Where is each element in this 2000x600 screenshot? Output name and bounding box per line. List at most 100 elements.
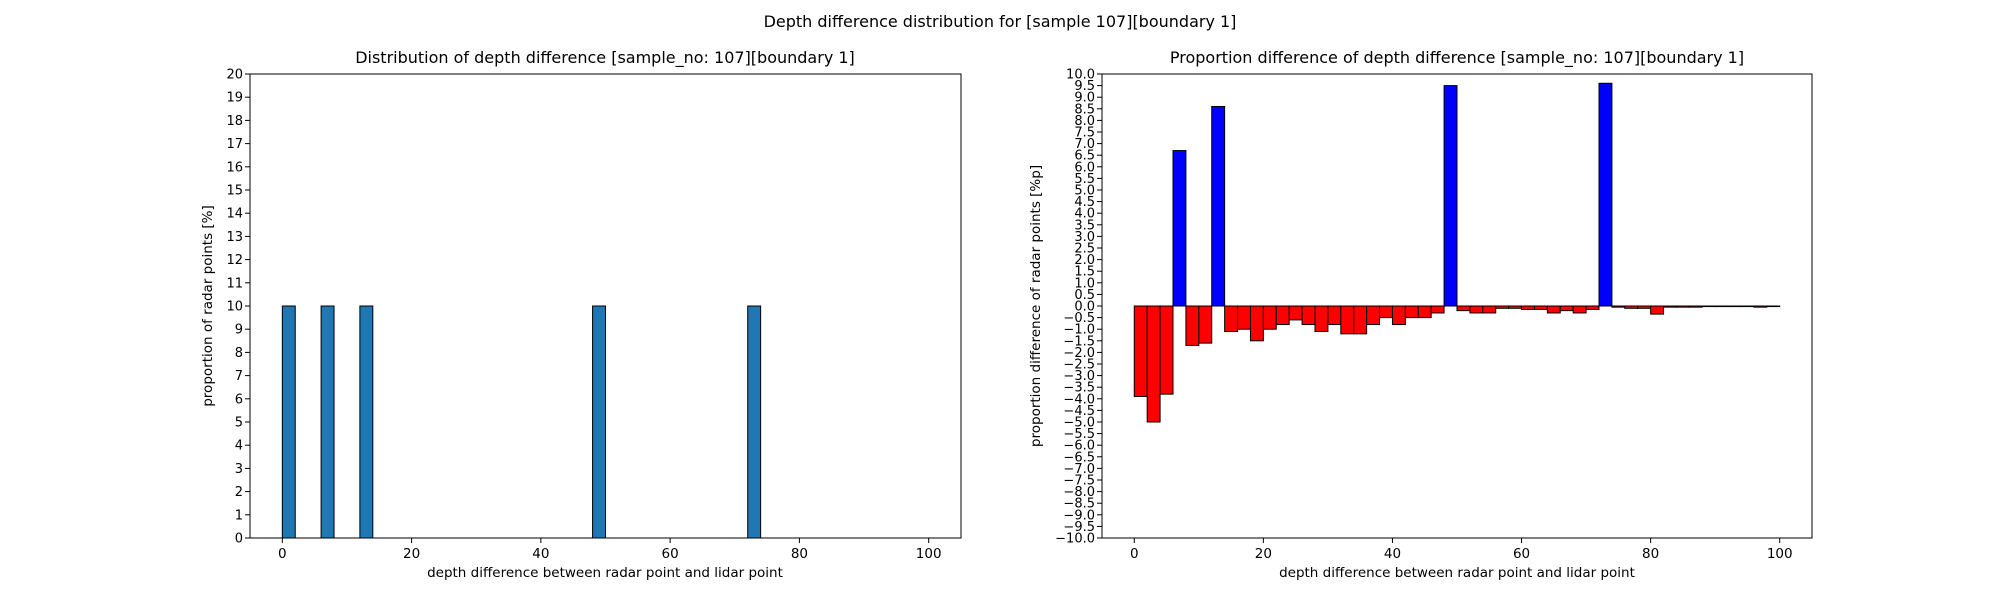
right-chart-ytick-label: −3.0 (1063, 369, 1095, 384)
right-chart-ytick-label: 2.5 (1074, 242, 1095, 257)
left-chart-ytick-label: 7 (235, 369, 243, 384)
right-chart-bar (1288, 305, 1303, 321)
left-chart-ytick-label: 1 (235, 508, 243, 523)
right-chart-ytick-label: 9.0 (1074, 91, 1095, 106)
right-chart-ytick-label: −8.0 (1063, 485, 1095, 500)
right-chart-ytick-label: 7.0 (1074, 137, 1095, 152)
left-plot-area: 0 20 40 60 80 1000123456789101112131415161718… (226, 68, 962, 562)
left-chart-bar (320, 305, 335, 539)
right-chart-ytick-label: −10.0 (1055, 532, 1095, 547)
right-chart-ytick-label: −9.5 (1063, 520, 1095, 535)
right-chart-xtick-label: 80 (1642, 546, 1659, 562)
left-chart-xtick-label: 60 (662, 546, 679, 562)
right-chart-bar (1572, 305, 1587, 314)
right-chart-bar (1379, 305, 1393, 319)
right-chart-bar (1585, 305, 1600, 310)
left-chart-ytick-label: 6 (235, 392, 243, 407)
right-chart-ytick-label: −4.5 (1063, 404, 1095, 419)
right-chart-bar (1546, 305, 1561, 314)
right-chart-bar (1766, 305, 1781, 308)
right-chart-bar (1508, 305, 1523, 309)
left-chart-ytick-label: 14 (226, 207, 243, 222)
right-chart-bar (1688, 305, 1703, 308)
right-chart-bar (1224, 305, 1239, 333)
right-chart-xlabel: depth difference between radar point and… (1279, 565, 1635, 581)
right-chart-xtick-label: 100 (1767, 546, 1793, 562)
right-chart-ytick-label: −7.5 (1063, 474, 1095, 489)
right-chart-ytick-label: −3.5 (1063, 381, 1095, 396)
right-chart-bar (1353, 305, 1368, 335)
right-chart-ytick-label: 4.5 (1074, 195, 1095, 210)
right-chart-bar (1301, 305, 1316, 326)
right-chart-ytick-label: 3.0 (1074, 230, 1095, 245)
left-chart-ylabel: proportion of radar points [%] (200, 205, 216, 407)
right-chart-ytick-label: 2.0 (1074, 253, 1095, 268)
right-chart-bar (1262, 305, 1277, 330)
right-chart-ytick-label: 6.5 (1074, 149, 1095, 164)
right-chart-ytick-label: −7.0 (1063, 462, 1095, 477)
right-chart-bar (1650, 305, 1665, 315)
right-chart-ytick-label: −2.5 (1063, 358, 1095, 373)
right-chart-bar (1249, 305, 1264, 342)
left-chart-ytick-label: 8 (235, 346, 243, 361)
right-chart-bar (1185, 305, 1200, 346)
right-chart-ylabel: proportion difference of radar points [%… (1028, 165, 1044, 447)
right-chart-bar (1327, 305, 1342, 326)
right-chart-ytick-label: −4.0 (1063, 392, 1095, 407)
right-chart-ytick-label: −5.5 (1063, 427, 1095, 442)
right-chart: Proportion difference of depth differenc… (1028, 48, 1813, 581)
right-chart-title: Proportion difference of depth differenc… (1170, 48, 1744, 68)
right-chart-ytick-label: 8.5 (1074, 102, 1095, 117)
left-chart-ytick-label: 20 (226, 68, 243, 83)
right-chart-ytick-label: 3.5 (1074, 218, 1095, 233)
right-chart-bar (1637, 305, 1652, 309)
left-chart-ytick-label: 10 (226, 300, 243, 315)
left-chart-xtick-label: 40 (532, 546, 549, 562)
right-chart-bar (1391, 305, 1406, 326)
right-chart-ytick-label: −0.5 (1063, 311, 1095, 326)
right-chart-ytick-label: −6.5 (1063, 450, 1095, 465)
right-chart-xtick-label: 0 (1130, 546, 1139, 562)
right-chart-bar (1133, 305, 1148, 397)
right-chart-bar (1159, 305, 1174, 395)
right-chart-bar (1521, 305, 1535, 310)
right-chart-ytick-label: 8.0 (1074, 114, 1095, 129)
left-chart-ytick-label: 15 (226, 184, 243, 199)
right-chart-bar (1533, 305, 1548, 310)
right-chart-bar (1663, 305, 1677, 308)
left-chart-title: Distribution of depth difference [sample… (355, 48, 855, 68)
right-chart-xtick-label: 20 (1255, 546, 1272, 562)
right-chart-bar (1624, 305, 1639, 309)
left-chart-xtick-label: 80 (791, 546, 808, 562)
right-chart-bar (1404, 305, 1419, 319)
right-chart-bar (1714, 305, 1729, 308)
right-chart-bar (1495, 305, 1510, 309)
right-chart-bar (1211, 105, 1226, 307)
right-chart-ytick-label: 5.0 (1074, 184, 1095, 199)
left-chart-ytick-label: 19 (226, 91, 243, 106)
right-chart-bar (1727, 305, 1742, 308)
right-chart-bar (1198, 305, 1213, 344)
left-chart-xlabel: depth difference between radar point and… (427, 565, 783, 581)
right-chart-bar (1740, 305, 1755, 308)
right-chart-bar (1366, 305, 1381, 326)
left-chart-ytick-label: 13 (226, 230, 243, 245)
left-chart-xtick-label: 0 (278, 546, 287, 562)
right-chart-bar (1443, 85, 1458, 307)
left-chart-ytick-label: 9 (235, 323, 243, 338)
right-chart-bar (1559, 305, 1574, 312)
right-chart-bar (1675, 305, 1690, 308)
left-chart-xtick-label: 20 (403, 546, 420, 562)
right-chart-ytick-label: −8.5 (1063, 497, 1095, 512)
right-chart-ytick-label: −6.0 (1063, 439, 1095, 454)
right-chart-bar (1611, 305, 1626, 308)
left-chart-ytick-label: 11 (226, 276, 243, 291)
right-chart-ytick-label: 1.0 (1074, 276, 1095, 291)
right-chart-bar (1314, 305, 1329, 333)
left-chart-bar (747, 305, 762, 539)
figure-suptitle: Depth difference distribution for [sampl… (764, 12, 1237, 31)
right-chart-xtick-label: 40 (1384, 546, 1401, 562)
right-chart-ytick-label: −1.5 (1063, 334, 1095, 349)
right-plot-area: 0 20 40 60 80 100 −10.0−9.5−9.0−8.5−8.0−7.5−7.… (1055, 68, 1813, 562)
